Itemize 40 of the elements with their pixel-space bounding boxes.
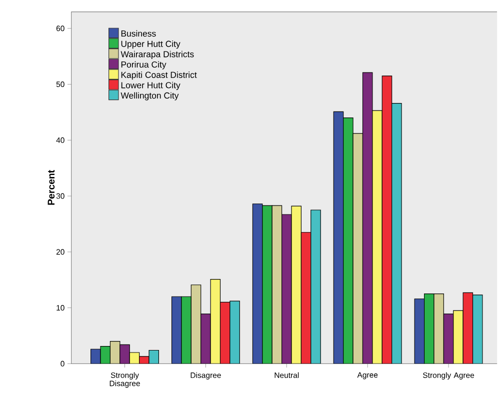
- bar: [200, 314, 211, 364]
- bar: [230, 300, 240, 364]
- legend-label: Kapiti Coast District: [121, 72, 197, 80]
- legend-label: Upper Hutt City: [121, 40, 180, 49]
- bar: [434, 294, 444, 364]
- legend-label: Porirua City: [121, 61, 166, 70]
- bar: [181, 296, 192, 364]
- bar: [190, 284, 202, 364]
- bar: [453, 310, 464, 364]
- bar: [282, 214, 292, 364]
- legend-label: Business: [121, 30, 156, 37]
- legend-label: Wellington City: [120, 92, 179, 100]
- bar: [300, 232, 312, 364]
- bar: [291, 206, 302, 364]
- legend-label: Lower Hutt City: [121, 82, 180, 90]
- bar: [362, 72, 373, 364]
- bar: [462, 292, 474, 364]
- legend-label: Wairarapa Districts: [120, 50, 194, 60]
- bar: [414, 298, 425, 364]
- bar: [424, 294, 434, 364]
- bar: [392, 103, 402, 364]
- bar: [220, 302, 230, 364]
- bar: [262, 205, 272, 364]
- bar: [120, 344, 130, 364]
- bar: [171, 296, 182, 364]
- y-axis-title: Percent: [48, 170, 55, 205]
- bar: [310, 210, 321, 364]
- bar: [272, 205, 282, 364]
- bar: [333, 111, 344, 364]
- bar: [210, 279, 221, 364]
- bar: [100, 346, 111, 364]
- bar: [472, 294, 483, 364]
- bar: [372, 110, 382, 364]
- bar: [149, 350, 159, 364]
- bar: [252, 204, 263, 364]
- bar: [110, 341, 120, 364]
- bar: [343, 118, 354, 364]
- bar: [352, 133, 364, 364]
- bar: [382, 76, 392, 364]
- bar: [443, 314, 454, 364]
